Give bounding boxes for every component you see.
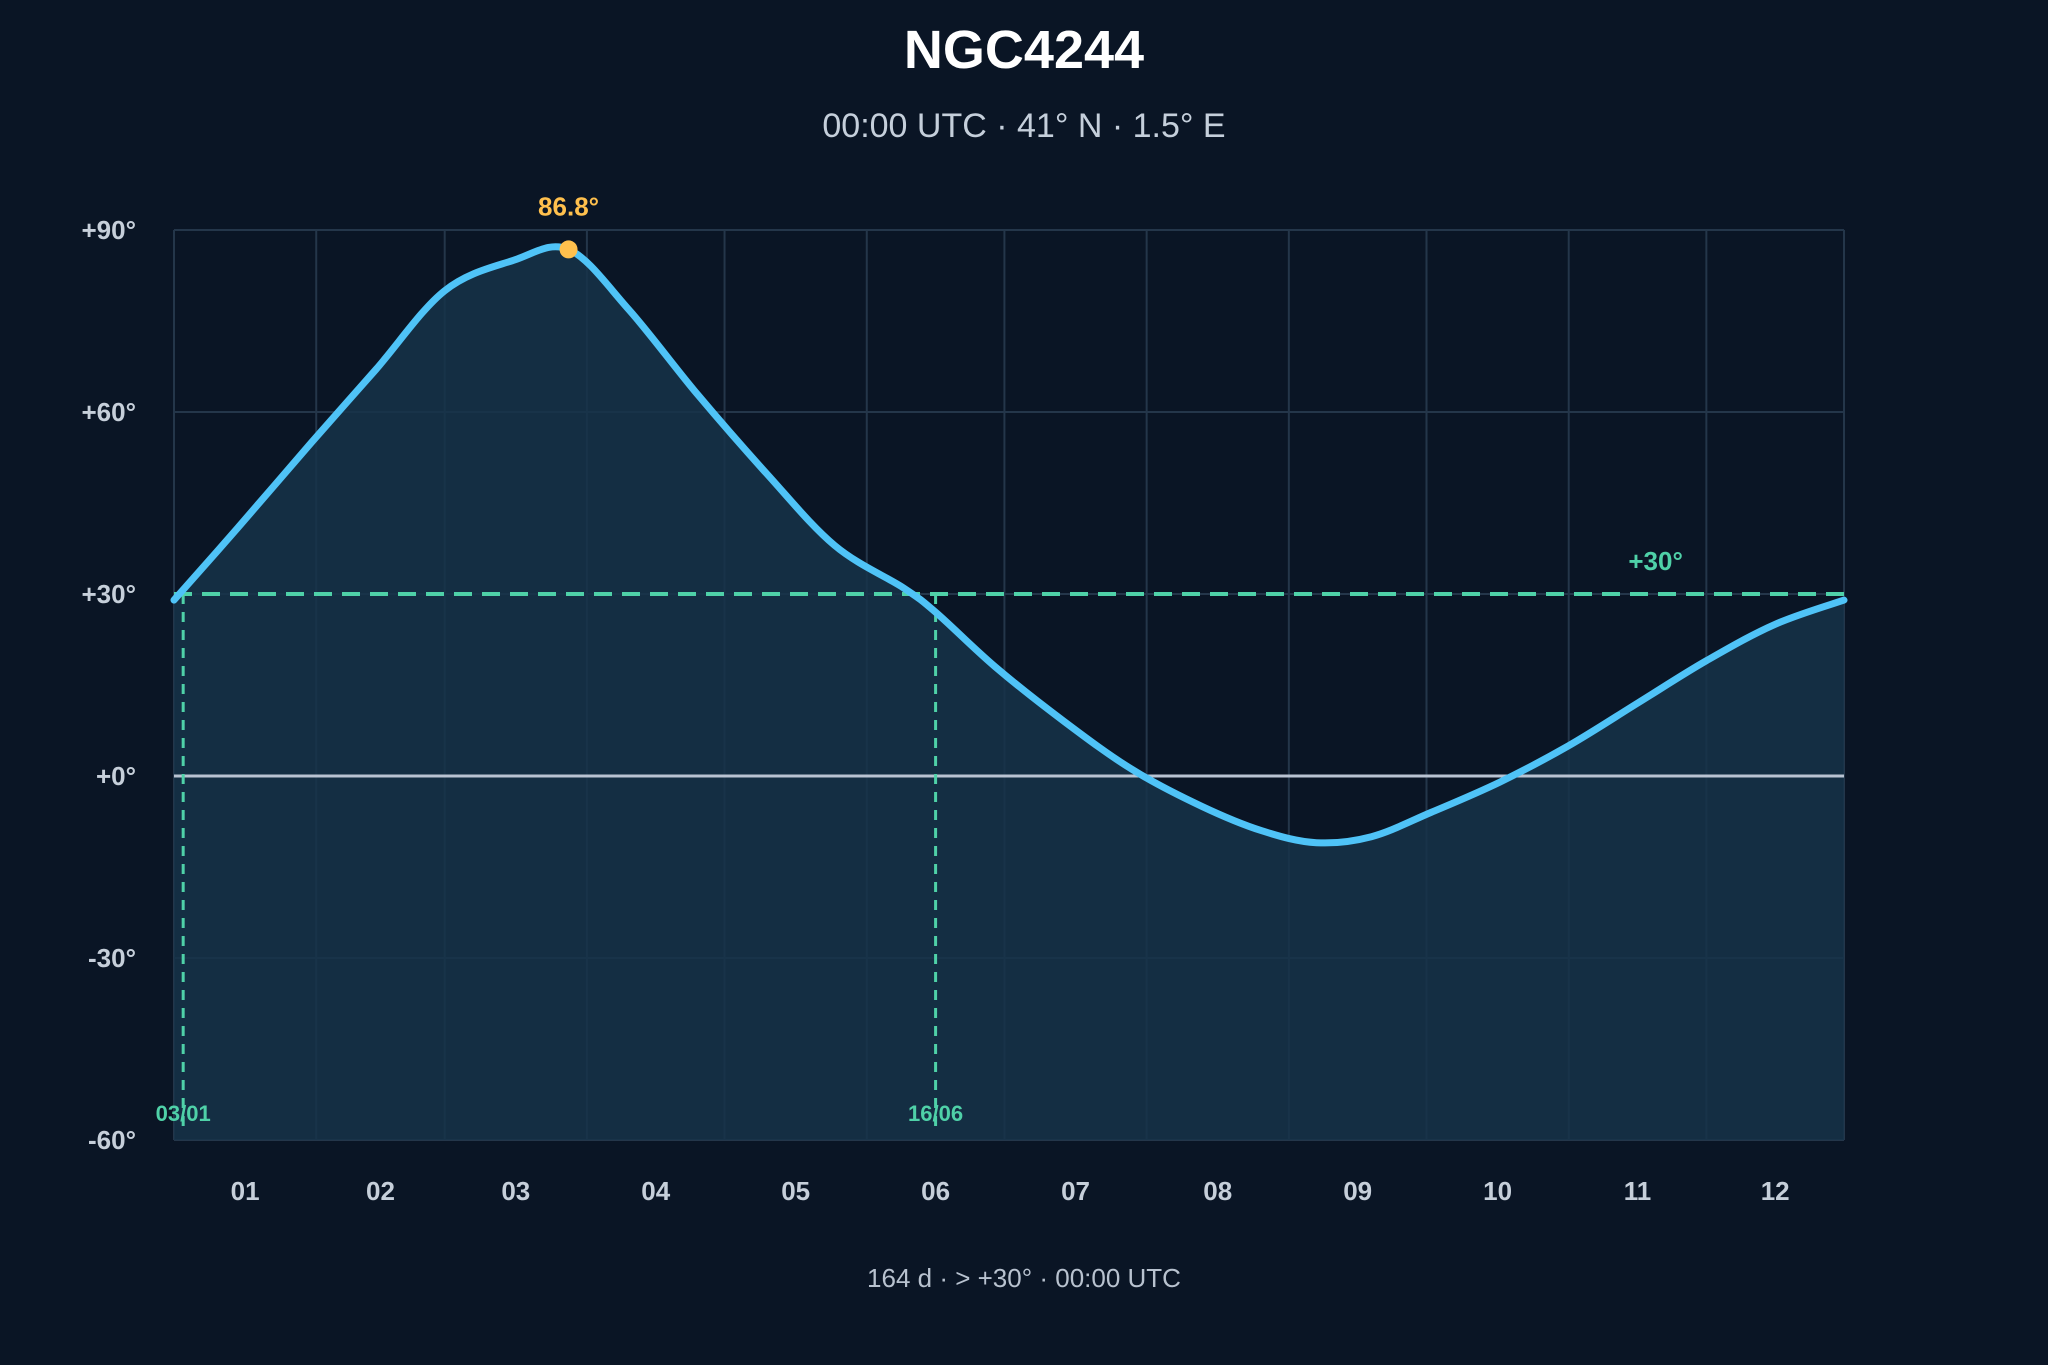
y-tick-label: +0°	[96, 761, 136, 791]
peak-label: 86.8°	[538, 191, 599, 221]
x-tick-label: 06	[921, 1176, 950, 1206]
threshold-label: +30°	[1628, 546, 1683, 576]
altitude-line	[170, 243, 1848, 847]
y-tick-label: +90°	[81, 215, 136, 245]
plot-layer: +30° 03/01 16/06 86.8° +90° +60° +30° +0° -30° -6…	[81, 191, 1848, 1206]
x-tick-label: 03	[501, 1176, 530, 1206]
x-tick-label: 12	[1761, 1176, 1790, 1206]
x-tick-label: 04	[641, 1176, 670, 1206]
y-tick-label: -60°	[88, 1125, 136, 1155]
x-tick-label: 02	[366, 1176, 395, 1206]
peak-marker	[559, 240, 578, 259]
crossing-label: 03/01	[156, 1101, 211, 1126]
area-fill	[174, 246, 1844, 1140]
x-tick-label: 05	[781, 1176, 810, 1206]
x-tick-label: 09	[1343, 1176, 1372, 1206]
chart-footer: 164 d · > +30° · 00:00 UTC	[867, 1263, 1181, 1293]
x-tick-label: 10	[1483, 1176, 1512, 1206]
x-tick-label: 01	[231, 1176, 260, 1206]
crossing-label: 16/06	[908, 1101, 963, 1126]
x-tick-label: 11	[1624, 1176, 1652, 1206]
y-tick-label: +60°	[81, 397, 136, 427]
y-tick-label: -30°	[88, 943, 136, 973]
chart-title: NGC4244	[904, 20, 1144, 80]
chart-subtitle: 00:00 UTC · 41° N · 1.5° E	[822, 107, 1225, 145]
x-tick-label: 08	[1203, 1176, 1232, 1206]
y-tick-label: +30°	[81, 579, 136, 609]
x-tick-label: 07	[1061, 1176, 1090, 1206]
